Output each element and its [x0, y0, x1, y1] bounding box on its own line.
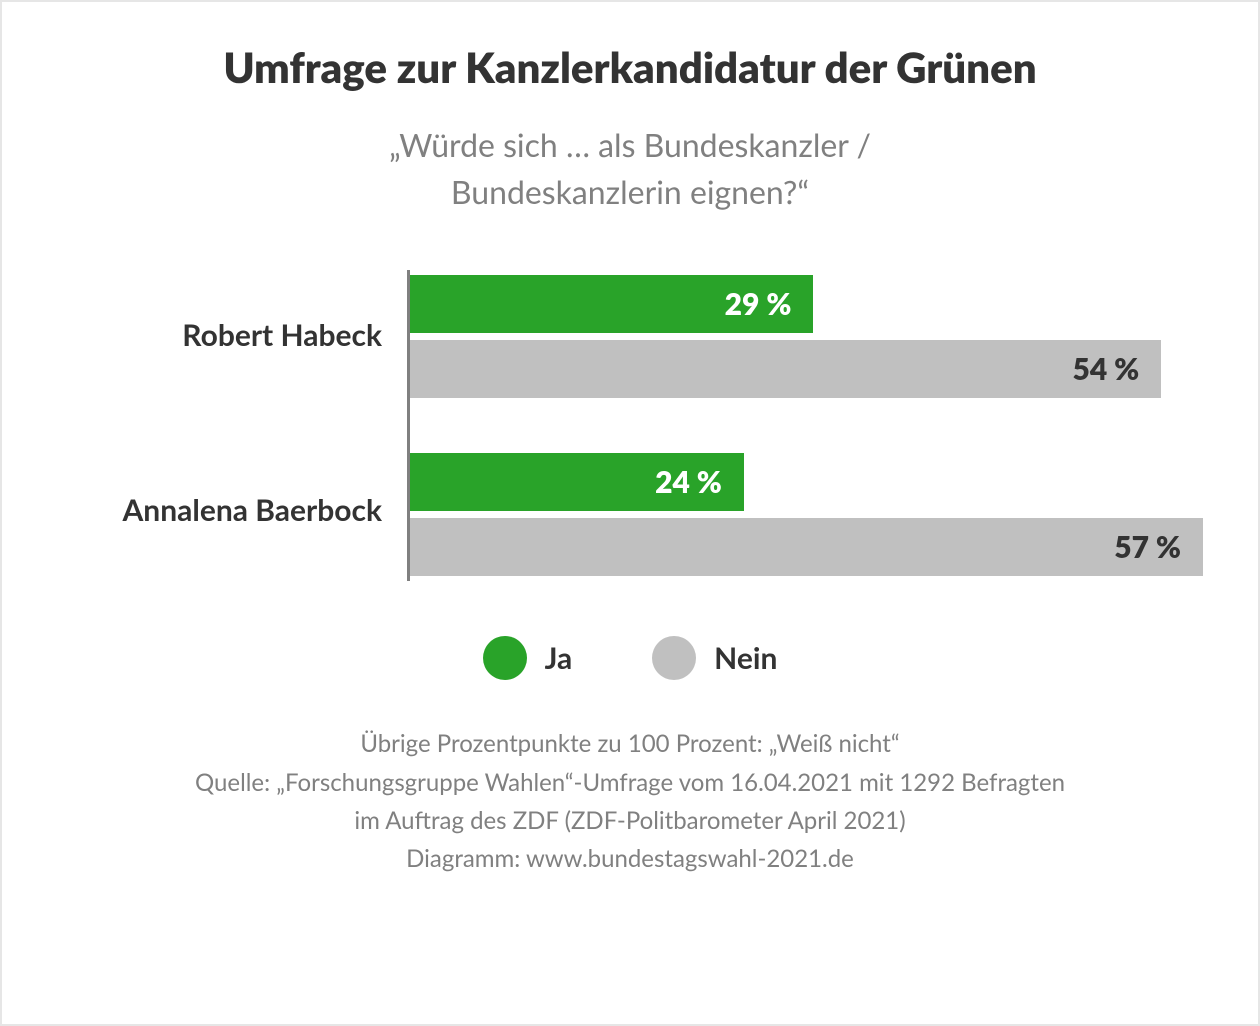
bar-group: 24 % 57 % [410, 448, 1203, 581]
footnote-line: im Auftrag des ZDF (ZDF-Politbarometer A… [32, 802, 1228, 840]
bar-yes: 29 % [410, 275, 813, 333]
legend-item-no: Nein [652, 636, 777, 680]
footnote-line: Quelle: „Forschungsgruppe Wahlen“-Umfrag… [32, 764, 1228, 802]
subtitle-line-1: „Würde sich … als Bundeskanzler / [389, 125, 871, 164]
legend-dot [652, 636, 696, 680]
legend-item-yes: Ja [483, 636, 573, 680]
category-labels: Robert Habeck Annalena Baerbock [57, 270, 407, 581]
legend-label: Ja [545, 640, 573, 676]
legend-dot [483, 636, 527, 680]
bar-no: 57 % [410, 518, 1203, 576]
category-label: Annalena Baerbock [57, 445, 407, 575]
footnote-line: Diagramm: www.bundestagswahl-2021.de [32, 840, 1228, 878]
bar-chart: Robert Habeck Annalena Baerbock 29 % 54 … [32, 270, 1228, 581]
legend: Ja Nein [32, 636, 1228, 680]
chart-container: Umfrage zur Kanzlerkandidatur der Grünen… [0, 0, 1260, 1026]
bar-value: 57 % [1114, 529, 1181, 565]
bar-group: 29 % 54 % [410, 270, 1203, 403]
bar-value: 29 % [725, 286, 792, 322]
bar-value: 54 % [1072, 351, 1139, 387]
chart-title: Umfrage zur Kanzlerkandidatur der Grünen [32, 42, 1228, 92]
footnote-line: Übrige Prozentpunkte zu 100 Prozent: „We… [32, 725, 1228, 763]
subtitle-line-2: Bundeskanzlerin eignen?“ [451, 172, 809, 211]
bars-area: 29 % 54 % 24 % 57 % [407, 270, 1203, 581]
legend-label: Nein [714, 640, 777, 676]
chart-subtitle: „Würde sich … als Bundeskanzler / Bundes… [32, 122, 1228, 215]
footnotes: Übrige Prozentpunkte zu 100 Prozent: „We… [32, 725, 1228, 879]
category-label: Robert Habeck [57, 270, 407, 400]
bar-value: 24 % [655, 464, 722, 500]
bar-yes: 24 % [410, 453, 744, 511]
bar-no: 54 % [410, 340, 1161, 398]
